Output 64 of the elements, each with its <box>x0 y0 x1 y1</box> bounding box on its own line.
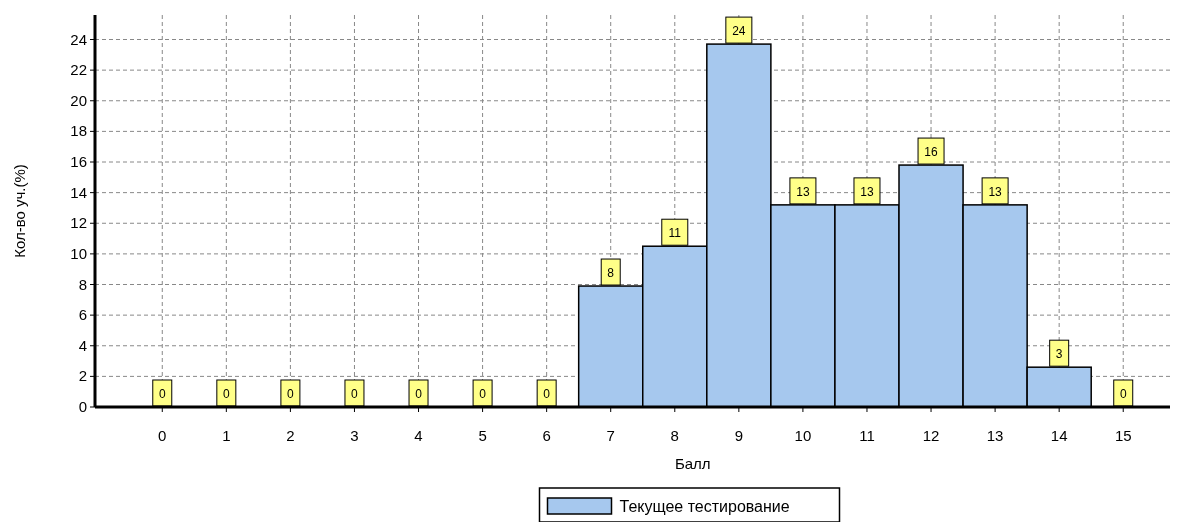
y-tick-label: 10 <box>70 244 87 262</box>
label-box: 13 <box>981 177 1009 205</box>
y-tick-label: 6 <box>78 306 87 324</box>
label-box: 13 <box>853 177 881 205</box>
label-box: 16 <box>917 137 945 165</box>
label-box: 8 <box>600 258 621 286</box>
data-label: 13 <box>988 184 1003 199</box>
x-tick-label: 10 <box>794 427 812 444</box>
label-box: 0 <box>152 379 173 407</box>
y-tick-label: 0 <box>78 398 87 415</box>
x-tick-label: 12 <box>922 427 940 444</box>
label-box: 0 <box>1113 379 1134 407</box>
data-label: 3 <box>1055 347 1063 362</box>
y-tick-label: 14 <box>70 183 87 201</box>
y-tick-label: 2 <box>78 367 87 385</box>
y-tick-label: 22 <box>70 61 87 79</box>
data-label: 0 <box>479 387 487 401</box>
legend-label: Текущее тестирование <box>619 498 790 515</box>
data-label: 0 <box>543 387 551 401</box>
x-tick-label: 2 <box>286 427 295 444</box>
data-label: 0 <box>222 387 230 401</box>
x-tick-label: 6 <box>542 427 551 444</box>
x-tick-label: 8 <box>670 427 679 444</box>
data-label: 16 <box>924 145 939 160</box>
data-label: 0 <box>351 387 359 401</box>
label-box: 0 <box>216 379 237 407</box>
x-axis-title: Балл <box>674 455 711 472</box>
label-box: 24 <box>725 16 753 44</box>
y-tick-label: 20 <box>70 91 87 109</box>
data-label: 0 <box>1119 387 1127 401</box>
label-box: 0 <box>472 379 493 407</box>
x-tick-label: 3 <box>350 427 359 444</box>
x-tick-label: 5 <box>478 427 487 444</box>
y-tick-label: 12 <box>70 214 87 232</box>
data-label: 0 <box>158 387 166 401</box>
data-label: 8 <box>607 266 615 281</box>
x-tick-label: 9 <box>734 427 744 444</box>
x-tick-label: 13 <box>986 427 1004 444</box>
x-tick-label: 15 <box>1114 427 1132 444</box>
x-tick-label: 0 <box>158 427 167 444</box>
data-label: 11 <box>668 226 682 241</box>
data-label: 13 <box>796 184 810 199</box>
x-tick-label: 11 <box>859 427 875 444</box>
label-box: 3 <box>1049 339 1070 367</box>
label-box: 11 <box>661 218 689 246</box>
data-label: 24 <box>732 24 746 39</box>
label-box: 0 <box>536 379 557 407</box>
x-tick-label: 4 <box>414 427 423 444</box>
y-tick-label: 16 <box>70 153 87 170</box>
label-box: 0 <box>280 379 301 407</box>
label-box: 0 <box>344 379 365 407</box>
x-tick-label: 14 <box>1050 427 1068 444</box>
y-tick-label: 4 <box>78 336 87 354</box>
data-label: 0 <box>287 387 295 401</box>
x-tick-label: 7 <box>606 427 615 444</box>
label-box: 13 <box>789 177 817 205</box>
y-tick-label: 8 <box>78 275 87 293</box>
data-label: 0 <box>415 387 423 401</box>
data-label: 13 <box>860 184 874 199</box>
y-tick-label: 18 <box>70 122 87 140</box>
x-tick-label: 1 <box>222 427 231 444</box>
label-box: 0 <box>408 379 429 407</box>
y-axis-title: Кол-во уч.(%) <box>11 164 28 258</box>
y-tick-label: 24 <box>70 30 87 48</box>
